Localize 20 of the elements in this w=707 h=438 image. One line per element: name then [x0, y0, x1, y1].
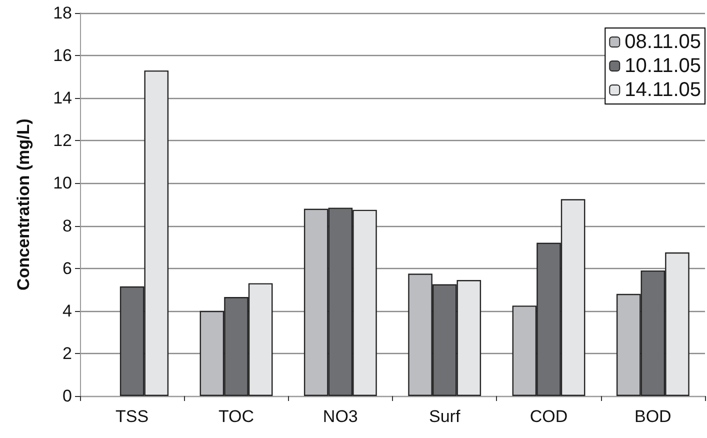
y-axis-title: Concentration (mg/L)	[14, 118, 33, 290]
y-tick-label: 18	[53, 4, 72, 22]
x-tick-label: TOC	[218, 407, 254, 426]
legend-label: 14.11.05	[624, 79, 702, 101]
legend-label: 08.11.05	[624, 31, 702, 53]
y-tick-label: 0	[62, 386, 72, 406]
x-tick-label: TSS	[116, 407, 149, 426]
y-tick-label: 2	[62, 344, 72, 363]
legend-label: 10.11.05	[624, 55, 702, 77]
y-tick-label: 12	[53, 131, 72, 150]
y-tick-label: 6	[62, 258, 72, 278]
y-tick-label: 14	[53, 88, 72, 108]
x-tick-label: Surf	[428, 407, 460, 426]
x-tick-label: NO3	[322, 407, 358, 426]
y-tick-label: 4	[62, 301, 72, 320]
x-tick-label: COD	[530, 407, 568, 426]
x-tick-label: BOD	[634, 407, 672, 426]
y-tick-label: 10	[53, 174, 72, 193]
y-tick-label: 8	[62, 216, 72, 236]
y-tick-label: 16	[53, 46, 72, 66]
